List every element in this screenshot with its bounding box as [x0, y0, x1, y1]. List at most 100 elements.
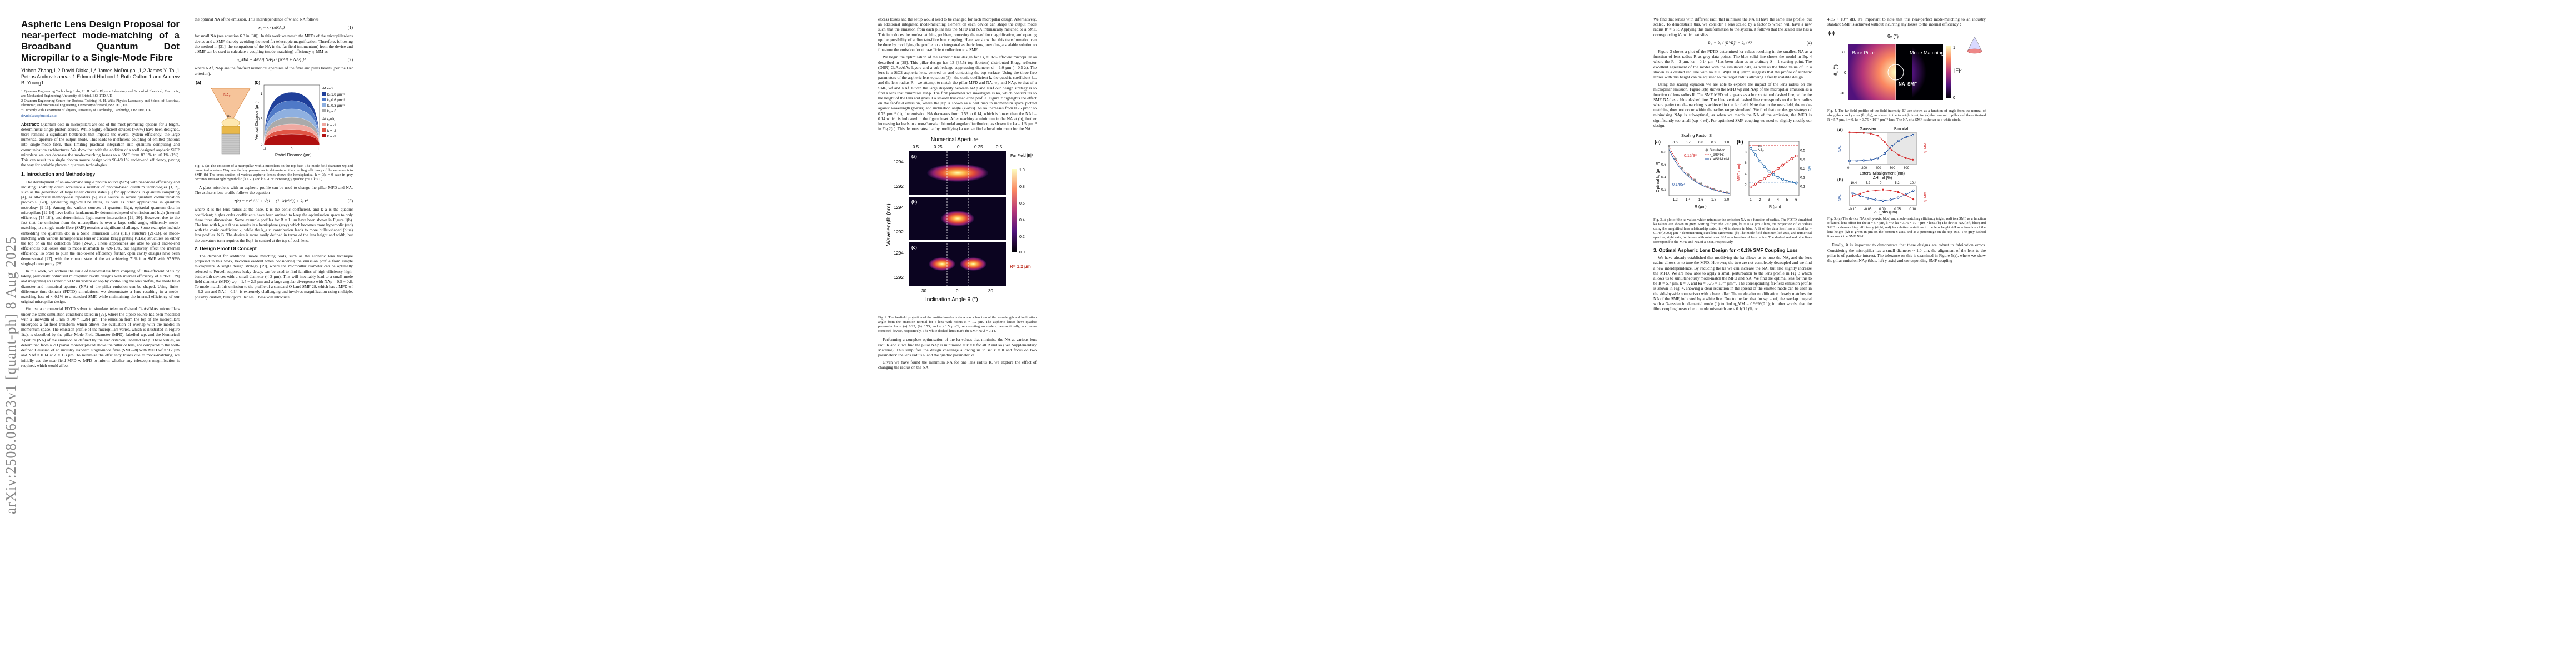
- fig2-panel-c-spot-left: [929, 257, 955, 271]
- fig5a-xtick: 800: [1904, 167, 1910, 170]
- fig5-plot-b-frame: [1849, 186, 1917, 206]
- arxiv-id: arXiv:2508.06223v1 [quant-ph] 8 Aug 2025: [3, 236, 19, 514]
- page1-column-right: the optimal NA of the emission. This int…: [195, 17, 353, 302]
- na-point: [1897, 196, 1900, 200]
- fig2-panel-label: (c): [911, 245, 917, 250]
- fig5-top-axis-b: ΔH_rel (%): [1873, 176, 1892, 180]
- fig4-colorbar: [1946, 46, 1951, 99]
- fig3b-xtick: 2: [1759, 198, 1761, 202]
- na-point: [1858, 195, 1862, 197]
- fig2-xlabel: Inclination Angle θ (°): [925, 297, 978, 303]
- affiliation-1: 1 Quantum Engineering Technology Labs, H…: [21, 89, 180, 98]
- legend-label: k = -2: [327, 129, 336, 133]
- fig4-panel-b-label: (b): [1896, 30, 1903, 36]
- efficiency-point: [1867, 190, 1869, 193]
- page-1: Aspheric Lens Design Proposal for near-p…: [21, 17, 638, 656]
- fig3-legend-a: k_a/S³ Model: [1710, 158, 1729, 161]
- fig5-ylabel-right-b: η_MM: [1924, 192, 1927, 203]
- page2-column-left: excess losses and the setup would need t…: [878, 17, 1037, 372]
- fig3a-ytick: 0.2: [1661, 188, 1666, 192]
- efficiency-point: [1851, 195, 1854, 197]
- fig3-legend-a: k_a/S³ Fit: [1710, 153, 1724, 157]
- fig3-panel-b-label: (b): [1737, 139, 1743, 145]
- legend-swatch: [322, 108, 326, 112]
- fig1-ylabel: Vertical Distance (µm): [255, 101, 259, 140]
- fig5-plot-a-series: 0 200 400 600 800: [1847, 131, 1914, 170]
- simulation-point: [1680, 167, 1683, 170]
- efficiency-point: [1897, 191, 1899, 193]
- fig4-cbar-label: |E|²: [1954, 68, 1962, 73]
- paragraph: for small NA (see equation 6.3 in [30]).…: [195, 33, 353, 54]
- na-point: [1862, 159, 1865, 162]
- fig5b-top-tick: 0: [1880, 182, 1882, 185]
- fig2-ytick: 1292: [894, 230, 904, 235]
- fig2-cbar-tick: 0.6: [1019, 202, 1025, 206]
- fig1-panel-a-label: (a): [196, 80, 201, 85]
- fig3-ylabel-a: Optimal kₐ (µm⁻³): [1656, 162, 1660, 192]
- fig3b-ytick-left: 2: [1745, 183, 1747, 187]
- paragraph: The development of an on-demand single p…: [21, 179, 180, 266]
- equation-1-number: (1): [347, 25, 353, 31]
- legend-swatch: [322, 97, 326, 101]
- equation-4-number: (4): [1806, 40, 1812, 46]
- fig1-xtick: -1: [263, 148, 267, 151]
- fig3b-ytick-right: 0.1: [1800, 185, 1805, 189]
- fig3a-xtick: 1.2: [1673, 198, 1678, 202]
- legend-label: kₐ 0.3 µm⁻³: [327, 104, 345, 108]
- na-point: [1772, 173, 1775, 176]
- fig4-mode-label: Mode Matching Lens: [1910, 50, 1956, 56]
- legend-swatch: [322, 103, 326, 107]
- na-point: [1848, 160, 1851, 162]
- figure-4-caption: Fig. 4. The far-field profiles of the fi…: [1827, 109, 1986, 122]
- fig4-ytick: -30: [1840, 92, 1845, 96]
- fig3-ylabel-b-right: NA: [1808, 166, 1812, 171]
- legend-swatch: [322, 92, 326, 96]
- fig5-panel-a-label: (a): [1837, 127, 1843, 132]
- equation-4: k'ₐ = kₐ / (R'/R)³ = kₐ / S³ (4): [1653, 41, 1812, 46]
- fig2-cbar-title-text: Far Field |E|²: [1010, 154, 1033, 158]
- fig3b-xtick: 5: [1786, 198, 1788, 202]
- efficiency-point: [1856, 132, 1858, 134]
- fig4-cbar-tick: 1: [1953, 46, 1955, 50]
- fig2-cbar-title: Far Field |E|²: [1010, 154, 1033, 158]
- na-point: [1897, 140, 1900, 142]
- fig3b-ytick-left: 6: [1745, 161, 1747, 165]
- fig1-ytick: 0: [261, 143, 263, 147]
- page-2: excess losses and the setup would need t…: [645, 17, 1262, 656]
- paragraph: the optimal NA of the emission. This int…: [195, 17, 319, 22]
- fig2-xtick: 30: [921, 288, 926, 293]
- fig3a-xtick: 1.4: [1686, 198, 1691, 202]
- mfd-point: [1767, 174, 1771, 177]
- fig5b-xtick: 0.10: [1910, 208, 1916, 211]
- simulation-point: [1726, 191, 1728, 194]
- fig3-xlabel-a: R (µm): [1695, 205, 1707, 209]
- emission-cone: [211, 88, 251, 119]
- contact-email[interactable]: david.dlaka@bristol.ac.uk: [21, 113, 57, 118]
- paper-authors: Yichen Zhang,1,2 David Dlaka,1,* James M…: [21, 68, 180, 86]
- na-point: [1767, 170, 1771, 173]
- fig4-bare-label: Bare Pillar: [1852, 50, 1875, 56]
- figure-1-caption: Fig. 1. (a) The emission of a micropilla…: [195, 163, 353, 181]
- efficiency-point: [1912, 159, 1914, 161]
- legend-simulation-marker: [1705, 148, 1708, 152]
- fig3a-top-tick: 0.8: [1698, 141, 1703, 145]
- fig2-panel-c-spot-right: [960, 257, 986, 271]
- micropillar-dbr: [221, 133, 240, 155]
- fig2-top-tick: 0.25: [974, 145, 983, 150]
- fig3-legend-b: wₚ: [1757, 145, 1762, 148]
- fig5a-xtick: 0: [1847, 167, 1850, 170]
- simulation-point: [1706, 185, 1709, 188]
- fig1-xtick: 1: [317, 148, 320, 151]
- fig5-top-label: Gaussian: [1860, 127, 1876, 131]
- efficiency-point: [1870, 133, 1872, 135]
- legend-swatch: [322, 133, 326, 137]
- fig2-cbar-tick: 0.8: [1019, 185, 1025, 189]
- fig3a-ytick: 0.8: [1661, 150, 1666, 154]
- fig3a-top-tick: 0.6: [1673, 141, 1678, 145]
- efficiency-point: [1884, 141, 1886, 143]
- figure-5-graphic: (a) Gaussian Bimodal 0 200 400 600 800 NAₚ η…: [1837, 127, 1927, 215]
- efficiency-point: [1862, 132, 1865, 135]
- mfd-point: [1795, 155, 1798, 158]
- figure-3: (a) Scaling Factor S 1.2 1.4 1.6 1.8 2.0 0.8 0…: [1653, 131, 1812, 215]
- paragraph: We use a commercial FDTD solver to simul…: [21, 306, 180, 368]
